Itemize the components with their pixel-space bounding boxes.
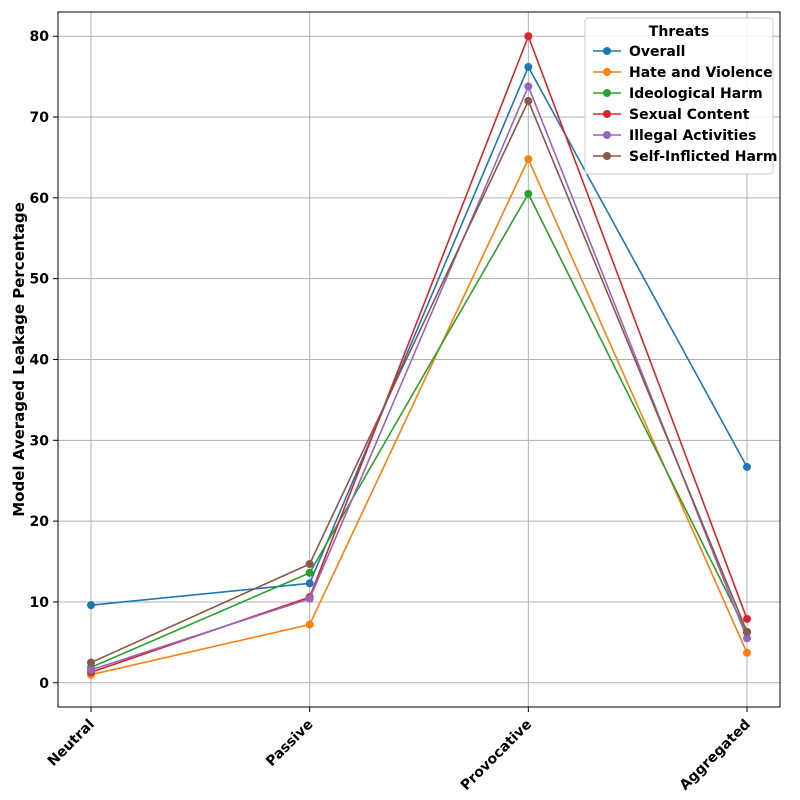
y-tick-label: 0 — [39, 676, 49, 692]
data-point — [305, 559, 314, 568]
y-tick-label: 70 — [30, 110, 50, 126]
data-point — [524, 189, 533, 198]
data-point — [743, 627, 751, 636]
series-ideological-harm — [87, 189, 751, 672]
y-axis-label: Model Averaged Leakage Percentage — [10, 202, 28, 517]
series-illegal-activities — [87, 82, 751, 674]
series-line — [90, 192, 748, 669]
legend: Threats Overall Hate and Violence Ideologic… — [584, 17, 777, 175]
data-point — [743, 614, 751, 623]
data-point — [87, 601, 95, 610]
data-point — [305, 594, 314, 603]
data-point — [305, 579, 314, 588]
y-tick-label: 50 — [30, 272, 50, 288]
y-tick-label: 30 — [30, 433, 50, 449]
legend-entry: Illegal Activities — [593, 128, 756, 144]
data-point — [305, 568, 314, 577]
legend-marker — [603, 89, 611, 97]
data-point — [524, 62, 533, 71]
series-hate-and-violence — [87, 155, 751, 679]
x-tick-label: Provocative — [458, 717, 535, 794]
legend-label: Self-Inflicted Harm — [629, 149, 777, 165]
legend-entry: Ideological Harm — [593, 86, 763, 102]
data-point — [524, 32, 533, 41]
legend-entry: Sexual Content — [593, 107, 750, 123]
legend-marker — [603, 131, 611, 139]
data-point — [305, 620, 314, 629]
data-point — [743, 462, 751, 471]
y-tick-label: 80 — [30, 29, 50, 45]
grid — [58, 12, 780, 707]
series-line — [90, 157, 748, 676]
legend-label: Illegal Activities — [629, 128, 756, 144]
x-tick-label: Aggregated — [677, 717, 754, 794]
series-layer — [87, 32, 751, 679]
series-line — [90, 98, 748, 664]
legend-label: Overall — [629, 44, 685, 60]
legend-label: Hate and Violence — [629, 65, 773, 81]
legend-marker — [603, 110, 611, 118]
data-point — [87, 658, 95, 667]
legend-label: Ideological Harm — [629, 86, 763, 102]
y-tick-label: 10 — [30, 595, 50, 611]
legend-label: Sexual Content — [629, 107, 750, 123]
legend-marker — [603, 68, 611, 76]
legend-entry: Hate and Violence — [593, 65, 773, 81]
legend-marker — [603, 47, 611, 55]
series-line — [90, 65, 748, 606]
legend-box — [584, 17, 774, 175]
data-point — [743, 634, 751, 643]
legend-entry: Self-Inflicted Harm — [593, 149, 777, 165]
data-point — [743, 648, 751, 657]
y-tick-label: 20 — [30, 514, 50, 530]
series-overall — [87, 62, 751, 610]
legend-title: Threats — [649, 24, 709, 40]
x-tick-label: Passive — [263, 717, 316, 770]
data-point — [524, 82, 533, 91]
series-self-inflicted-harm — [87, 96, 751, 667]
legend-entry: Overall — [593, 44, 685, 60]
data-point — [524, 96, 533, 105]
legend-marker — [603, 152, 611, 160]
x-tick-label: Neutral — [45, 717, 98, 770]
y-tick-label: 60 — [30, 191, 50, 207]
data-point — [87, 665, 95, 674]
y-tick-label: 40 — [30, 353, 50, 369]
data-point — [524, 155, 533, 164]
series-line — [90, 84, 748, 671]
